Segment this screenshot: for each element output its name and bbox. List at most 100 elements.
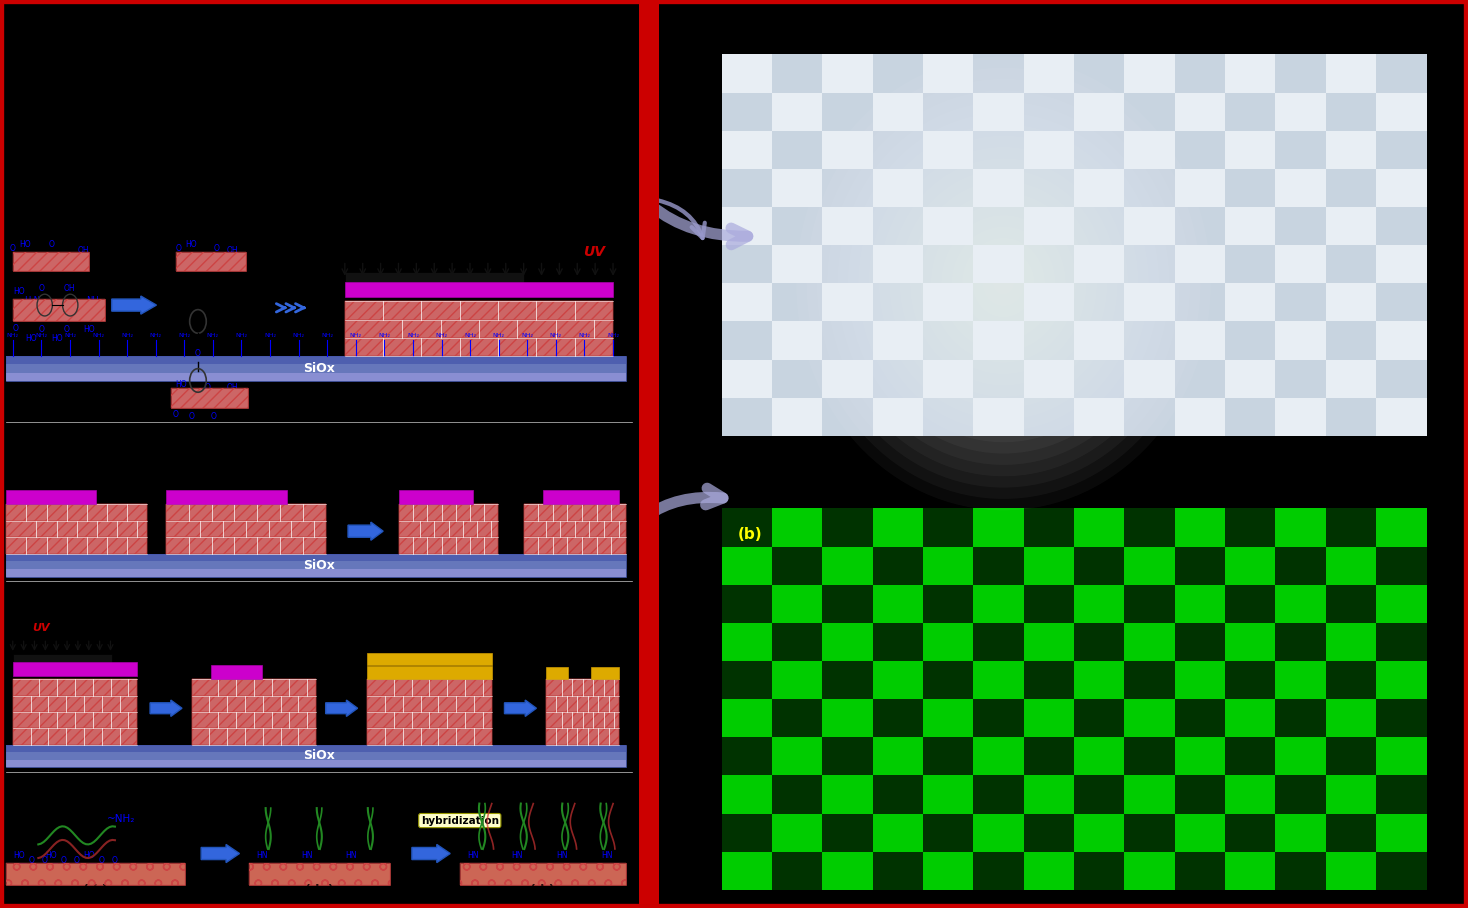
Bar xyxy=(6,752,625,760)
Text: OH: OH xyxy=(78,246,90,255)
Bar xyxy=(772,775,822,814)
Bar xyxy=(772,283,822,321)
Bar xyxy=(1226,737,1276,775)
Text: NH₂: NH₂ xyxy=(292,332,305,338)
Bar xyxy=(367,696,492,712)
Text: NH₂: NH₂ xyxy=(407,332,418,338)
Bar xyxy=(1376,321,1427,360)
Bar xyxy=(1276,737,1326,775)
Bar xyxy=(6,520,147,538)
Bar xyxy=(1326,398,1376,436)
Bar xyxy=(722,398,772,436)
Bar xyxy=(6,366,625,371)
Bar xyxy=(923,207,973,245)
Bar xyxy=(1376,54,1427,93)
Bar xyxy=(166,538,326,554)
Text: HN: HN xyxy=(301,851,313,860)
Bar xyxy=(722,623,772,661)
Bar xyxy=(772,661,822,699)
Text: HO: HO xyxy=(176,380,188,389)
Bar xyxy=(1174,207,1226,245)
Bar xyxy=(166,490,288,504)
Bar xyxy=(1326,54,1376,93)
Bar xyxy=(1075,737,1124,775)
Bar xyxy=(166,520,326,538)
Bar xyxy=(872,321,923,360)
Text: O: O xyxy=(10,243,16,252)
Bar xyxy=(1276,852,1326,890)
Bar xyxy=(191,712,316,728)
Text: NH₂: NH₂ xyxy=(65,332,76,338)
Bar xyxy=(399,520,498,538)
Bar xyxy=(1174,169,1226,207)
Bar xyxy=(1276,360,1326,398)
Bar xyxy=(923,623,973,661)
Text: SiOx: SiOx xyxy=(304,749,335,763)
Bar xyxy=(1023,508,1075,547)
Bar xyxy=(722,661,772,699)
Bar xyxy=(1023,585,1075,623)
Bar xyxy=(822,852,872,890)
Bar xyxy=(722,585,772,623)
Bar xyxy=(1124,169,1174,207)
Bar xyxy=(1376,283,1427,321)
Bar xyxy=(1276,245,1326,283)
Text: HATU / DIEA: HATU / DIEA xyxy=(101,277,167,287)
Bar xyxy=(722,814,772,852)
Bar xyxy=(1226,207,1276,245)
Bar xyxy=(1124,661,1174,699)
Bar xyxy=(6,863,185,885)
Bar xyxy=(923,398,973,436)
Bar xyxy=(1023,737,1075,775)
Bar xyxy=(722,131,772,169)
Bar xyxy=(772,131,822,169)
Bar xyxy=(367,666,492,679)
Bar xyxy=(6,504,147,520)
Bar xyxy=(822,623,872,661)
Bar xyxy=(1124,508,1174,547)
Bar xyxy=(872,283,923,321)
Bar xyxy=(6,364,625,373)
Bar xyxy=(367,696,492,712)
Bar xyxy=(1075,585,1124,623)
Bar xyxy=(13,679,138,696)
Bar xyxy=(822,207,872,245)
Text: UV: UV xyxy=(32,623,50,633)
Bar xyxy=(923,360,973,398)
Text: NH₂: NH₂ xyxy=(150,332,161,338)
Bar xyxy=(399,504,498,520)
Bar xyxy=(191,696,316,712)
Bar xyxy=(973,93,1023,131)
Bar xyxy=(524,538,625,554)
Bar xyxy=(13,712,138,728)
Bar xyxy=(1124,207,1174,245)
Bar xyxy=(973,775,1023,814)
Text: NH₂: NH₂ xyxy=(87,296,103,305)
Bar xyxy=(546,712,619,728)
Text: hybridization: hybridization xyxy=(421,815,499,825)
Bar xyxy=(1023,54,1075,93)
Bar xyxy=(191,679,316,696)
Bar xyxy=(973,814,1023,852)
Bar xyxy=(1174,547,1226,585)
Bar xyxy=(399,490,473,504)
Bar xyxy=(13,712,138,728)
Bar xyxy=(722,283,772,321)
Bar xyxy=(1276,169,1326,207)
Bar xyxy=(822,775,872,814)
Polygon shape xyxy=(201,844,239,863)
Bar xyxy=(1124,814,1174,852)
Text: O: O xyxy=(60,855,66,864)
Bar xyxy=(772,737,822,775)
Bar xyxy=(1326,508,1376,547)
Bar xyxy=(1226,814,1276,852)
Bar xyxy=(973,283,1023,321)
Bar xyxy=(1075,775,1124,814)
Bar xyxy=(923,585,973,623)
Bar xyxy=(1075,54,1124,93)
Bar xyxy=(345,320,614,338)
Text: HO: HO xyxy=(185,240,197,249)
Bar xyxy=(973,131,1023,169)
Bar xyxy=(872,245,923,283)
Bar xyxy=(1276,321,1326,360)
